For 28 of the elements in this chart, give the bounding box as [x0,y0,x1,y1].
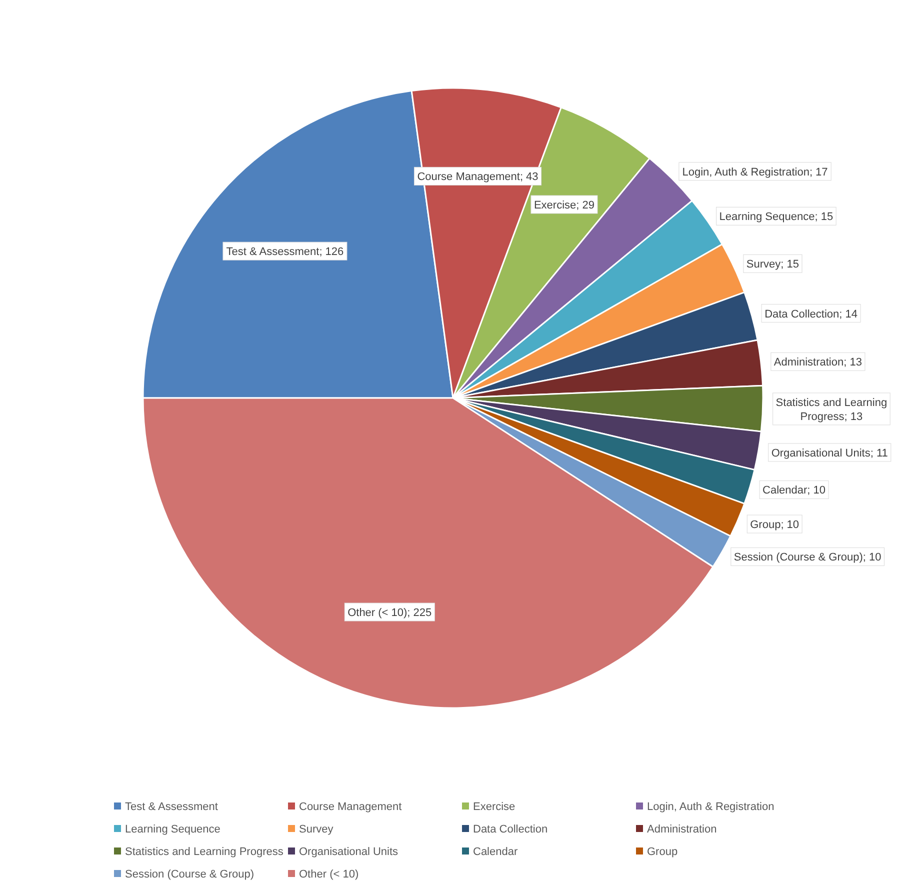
legend-label: Data Collection [473,824,548,836]
legend-label: Login, Auth & Registration [647,801,774,813]
legend-label: Statistics and Learning Progress [125,846,284,858]
legend-label: Administration [647,824,717,836]
data-label: Group; 10 [750,519,800,532]
data-label: Course Management; 43 [417,171,538,184]
legend-label: Other (< 10) [299,868,359,880]
data-label: Login, Auth & Registration; 17 [682,166,828,178]
legend-label: Organisational Units [299,846,399,858]
legend-label: Calendar [473,846,518,858]
legend-label: Exercise [473,801,516,813]
data-label: Statistics and Learning Progress; 13 [776,396,888,423]
data-label: Survey; 15 [746,258,800,271]
legend-label: Test & Assessment [125,801,218,813]
data-label: Other (< 10); 225 [348,607,432,620]
legend-label: Group [647,846,678,858]
data-label: Organisational Units; 11 [771,447,888,460]
data-label: Data Collection; 14 [764,308,858,320]
data-label: Administration; 13 [774,356,862,369]
data-label: Learning Sequence; 15 [719,211,834,224]
legend-label: Learning Sequence [125,824,220,836]
data-label: Exercise; 29 [534,199,594,212]
legend-label: Course Management [299,801,402,813]
data-label: Session (Course & Group); 10 [734,552,882,564]
data-label: Calendar; 10 [762,484,826,497]
legend-label: Session (Course & Group) [125,868,254,880]
legend-label: Survey [299,824,334,836]
data-label: Test & Assessment; 126 [226,246,344,258]
